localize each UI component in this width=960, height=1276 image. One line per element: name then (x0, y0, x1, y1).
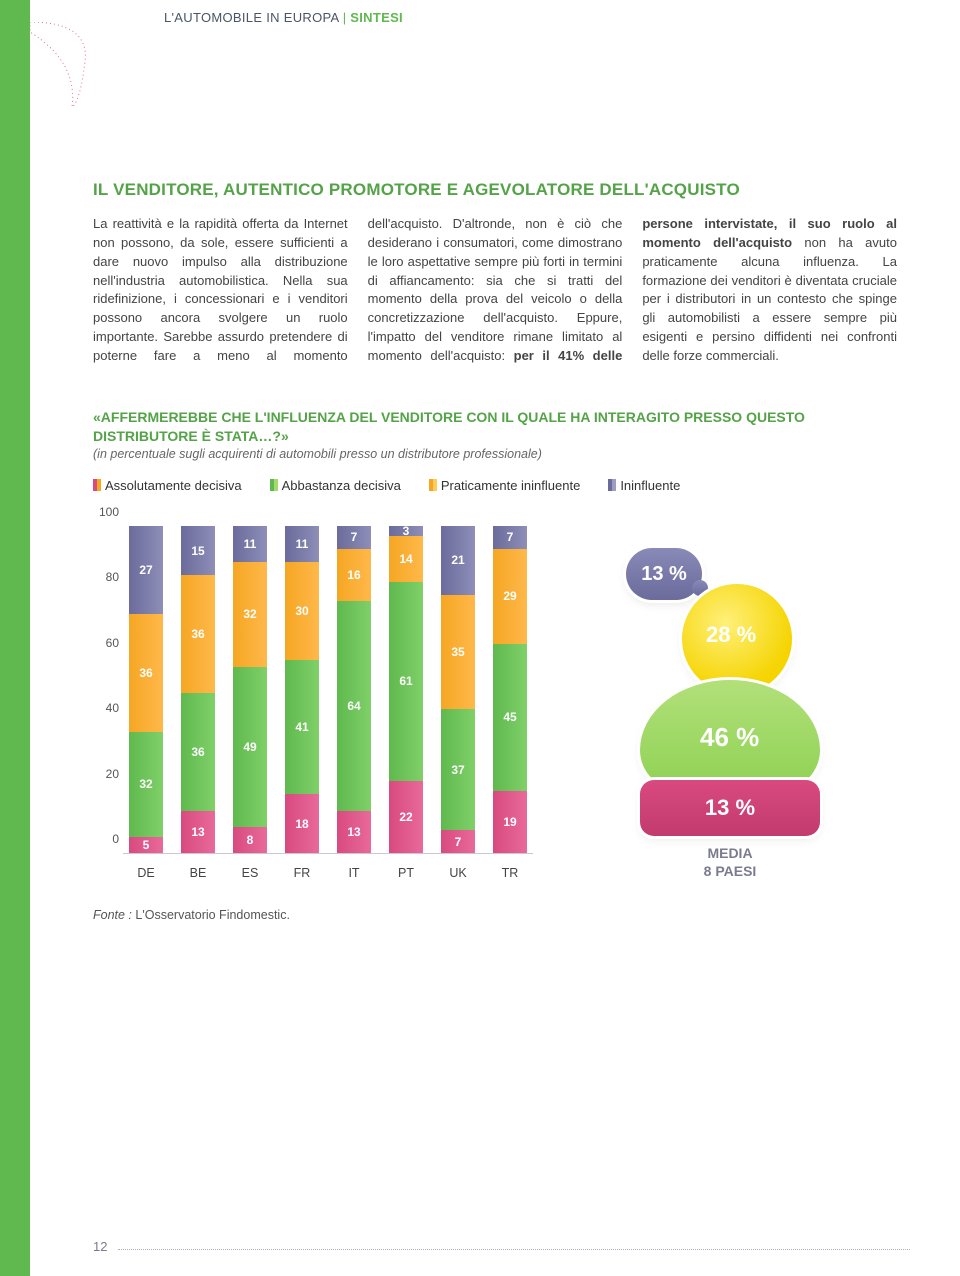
x-label: PT (389, 866, 423, 880)
bar-ES: 1132498 (233, 526, 267, 853)
segment: 13 (337, 811, 371, 854)
segment: 32 (129, 732, 163, 837)
header-right: SINTESI (350, 10, 403, 25)
segment: 14 (389, 536, 423, 582)
segment: 36 (181, 693, 215, 811)
swoosh-decoration (30, 22, 110, 112)
segment: 11 (285, 526, 319, 562)
y-tick: 0 (93, 832, 119, 846)
x-label: ES (233, 866, 267, 880)
figure-caption: MEDIA8 PAESI (640, 844, 820, 880)
x-label: BE (181, 866, 215, 880)
segment: 18 (285, 794, 319, 853)
bar-DE: 2736325 (129, 526, 163, 853)
page-number: 12 (93, 1239, 107, 1254)
segment: 19 (493, 791, 527, 853)
segment: 21 (441, 526, 475, 595)
segment: 36 (181, 575, 215, 693)
segment: 7 (441, 830, 475, 853)
segment: 64 (337, 601, 371, 810)
segment: 36 (129, 614, 163, 732)
segment: 15 (181, 526, 215, 575)
legend-item: Abbastanza decisiva (270, 478, 401, 493)
section-title: IL VENDITORE, AUTENTICO PROMOTORE E AGEV… (93, 180, 740, 200)
segment: 3 (389, 526, 423, 536)
segment: 27 (129, 526, 163, 614)
segment: 7 (337, 526, 371, 549)
segment: 32 (233, 562, 267, 667)
source-note: Fonte : L'Osservatorio Findomestic. (93, 908, 290, 922)
header: L'AUTOMOBILE IN EUROPA | SINTESI (164, 10, 403, 25)
x-label: DE (129, 866, 163, 880)
y-tick: 100 (93, 505, 119, 519)
bar-BE: 15363613 (181, 526, 215, 853)
header-left: L'AUTOMOBILE IN EUROPA (164, 10, 339, 25)
segment: 16 (337, 549, 371, 601)
segment: 11 (233, 526, 267, 562)
segment: 5 (129, 837, 163, 853)
side-green-bar (0, 0, 30, 1276)
bar-UK: 2135377 (441, 526, 475, 853)
y-tick: 20 (93, 767, 119, 781)
bar-IT: 7166413 (337, 526, 371, 853)
stacked-bar-chart: 2736325153636131132498113041187166413314… (93, 510, 533, 890)
chart-legend: Assolutamente decisiva Abbastanza decisiv… (93, 478, 708, 493)
figure-body-pct: 46 % (700, 722, 759, 753)
body-paragraph: La reattività e la rapidità offerta da I… (93, 215, 897, 366)
legend-item: Assolutamente decisiva (93, 478, 242, 493)
segment: 35 (441, 595, 475, 709)
segment: 45 (493, 644, 527, 791)
figure-head-pct: 28 % (706, 622, 756, 648)
bar-TR: 7294519 (493, 526, 527, 853)
x-label: UK (441, 866, 475, 880)
segment: 13 (181, 811, 215, 854)
chart-question: «AFFERMEREBBE CHE L'INFLUENZA DEL VENDIT… (93, 408, 893, 446)
segment: 37 (441, 709, 475, 830)
segment: 29 (493, 549, 527, 644)
chart-subnote: (in percentuale sugli acquirenti di auto… (93, 447, 542, 461)
x-label: TR (493, 866, 527, 880)
y-tick: 40 (93, 701, 119, 715)
segment: 61 (389, 582, 423, 781)
x-label: FR (285, 866, 319, 880)
segment: 30 (285, 562, 319, 660)
y-tick: 80 (93, 570, 119, 584)
y-tick: 60 (93, 636, 119, 650)
bar-PT: 3146122 (389, 526, 423, 853)
legend-item: Ininfluente (608, 478, 680, 493)
x-label: IT (337, 866, 371, 880)
footer-dots (118, 1249, 910, 1250)
bar-FR: 11304118 (285, 526, 319, 853)
segment: 7 (493, 526, 527, 549)
figure-foot: 13 % (640, 780, 820, 836)
segment: 8 (233, 827, 267, 853)
segment: 41 (285, 660, 319, 794)
summary-figure: 13 % 28 % 46 % 13 % MEDIA8 PAESI (610, 530, 830, 890)
legend-item: Praticamente ininfluente (429, 478, 580, 493)
segment: 49 (233, 667, 267, 827)
figure-speech-bubble: 13 % (626, 548, 702, 600)
segment: 22 (389, 781, 423, 853)
